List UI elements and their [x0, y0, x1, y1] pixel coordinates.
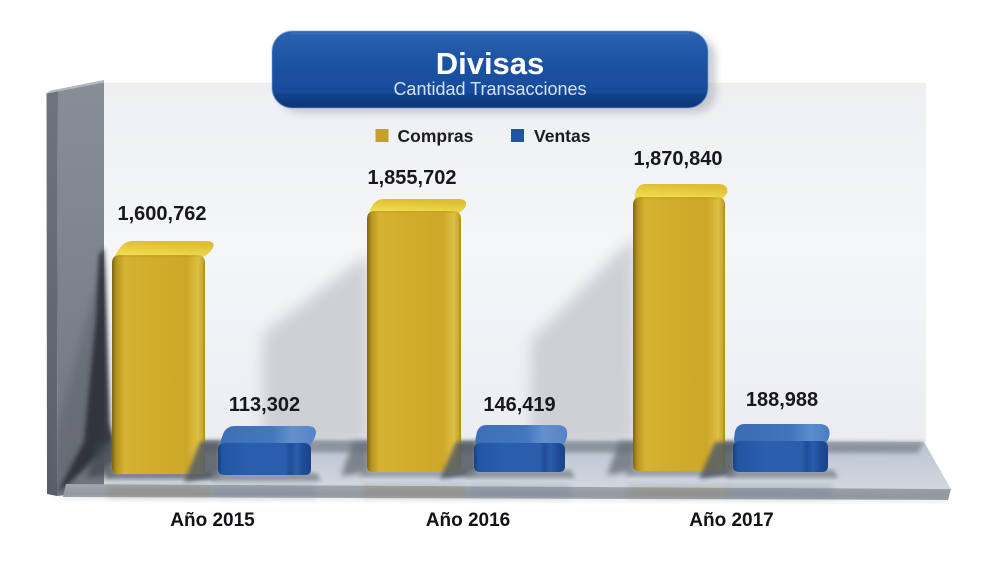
svg-text:146,419: 146,419 — [483, 394, 555, 416]
svg-text:Divisas: Divisas — [436, 46, 545, 81]
svg-text:1,870,840: 1,870,840 — [634, 148, 723, 170]
svg-text:188,988: 188,988 — [746, 389, 818, 411]
svg-text:Año 2016: Año 2016 — [426, 510, 510, 531]
svg-text:Cantidad Transacciones: Cantidad Transacciones — [393, 79, 586, 99]
svg-text:113,302: 113,302 — [229, 394, 300, 416]
svg-text:Ventas: Ventas — [534, 126, 591, 146]
svg-text:Compras: Compras — [398, 126, 474, 146]
svg-text:Año 2015: Año 2015 — [170, 510, 255, 531]
svg-text:Año 2017: Año 2017 — [689, 510, 773, 531]
svg-text:1,855,702: 1,855,702 — [368, 167, 457, 189]
svg-text:1,600,762: 1,600,762 — [118, 203, 207, 225]
